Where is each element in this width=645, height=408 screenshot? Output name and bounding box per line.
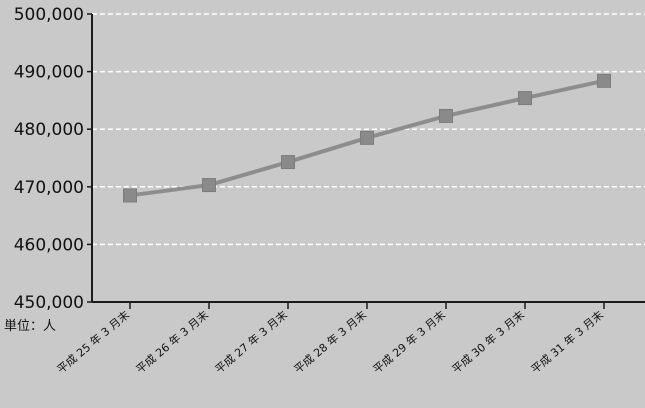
y-tick-label: 480,000 — [14, 120, 84, 140]
x-tick-label: 平成 25 年 3 月末 — [54, 308, 132, 377]
y-tick-label: 500,000 — [14, 5, 84, 25]
data-point-marker — [597, 73, 611, 88]
data-point-marker — [360, 130, 374, 145]
series-layer — [123, 73, 611, 203]
data-point-marker — [123, 188, 137, 203]
y-tick-label: 470,000 — [14, 178, 84, 198]
y-tick-label: 460,000 — [14, 235, 84, 255]
label-layer: 500,000 490,000 480,000 470,000 460,000 450,0… — [14, 5, 606, 376]
x-tick-label: 平成 30 年 3 月末 — [449, 308, 527, 377]
data-point-marker — [202, 178, 216, 193]
x-tick-label: 平成 31 年 3 月末 — [528, 308, 606, 377]
x-tick-label: 平成 29 年 3 月末 — [370, 308, 448, 377]
data-point-marker — [281, 155, 295, 170]
data-point-marker — [518, 91, 532, 106]
x-tick-label: 平成 27 年 3 月末 — [212, 308, 290, 377]
y-tick-label: 490,000 — [14, 63, 84, 83]
x-tick-label: 平成 26 年 3 月末 — [133, 308, 211, 377]
data-point-marker — [439, 108, 453, 123]
x-tick-label: 平成 28 年 3 月末 — [291, 308, 369, 377]
axis-layer — [87, 13, 645, 309]
grid-layer — [92, 13, 645, 246]
unit-label: 単位：人 — [4, 318, 56, 334]
y-tick-label: 450,000 — [14, 293, 84, 313]
